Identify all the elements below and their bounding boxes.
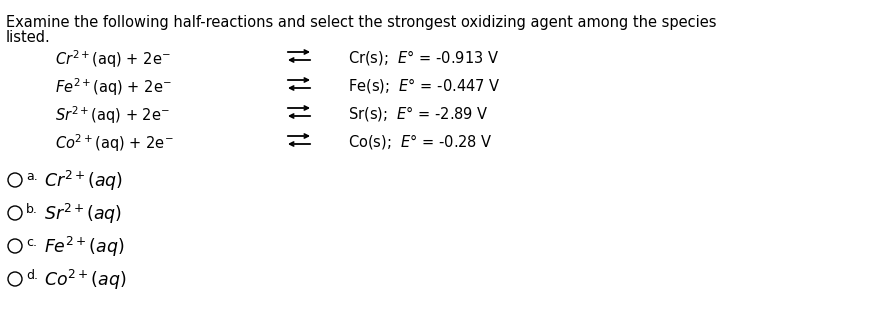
Text: b.: b.	[26, 203, 38, 216]
Text: Cr(s);  $E$° = -0.913 V: Cr(s); $E$° = -0.913 V	[347, 48, 499, 67]
Text: a.: a.	[26, 170, 38, 183]
Text: $Cr^{2+}(aq)$: $Cr^{2+}(aq)$	[44, 169, 123, 193]
Text: Examine the following half-reactions and select the strongest oxidizing agent am: Examine the following half-reactions and…	[6, 15, 716, 30]
Text: Fe(s);  $E$° = -0.447 V: Fe(s); $E$° = -0.447 V	[347, 76, 500, 95]
Text: listed.: listed.	[6, 30, 51, 45]
Text: $Sr^{2+}(aq)$: $Sr^{2+}(aq)$	[44, 202, 122, 226]
Text: $Co^{2+}$(aq) + 2e$^{-}$: $Co^{2+}$(aq) + 2e$^{-}$	[55, 132, 174, 154]
Text: $Fe^{2+}$(aq) + 2e$^{-}$: $Fe^{2+}$(aq) + 2e$^{-}$	[55, 76, 172, 98]
Text: $Co^{2+}(aq)$: $Co^{2+}(aq)$	[44, 268, 126, 292]
Text: $Cr^{2+}$(aq) + 2e$^{-}$: $Cr^{2+}$(aq) + 2e$^{-}$	[55, 48, 171, 70]
Text: $Fe^{2+}(aq)$: $Fe^{2+}(aq)$	[44, 235, 125, 259]
Text: Sr(s);  $E$° = -2.89 V: Sr(s); $E$° = -2.89 V	[347, 104, 488, 123]
Text: $Sr^{2+}$(aq) + 2e$^{-}$: $Sr^{2+}$(aq) + 2e$^{-}$	[55, 104, 169, 126]
Text: Co(s);  $E$° = -0.28 V: Co(s); $E$° = -0.28 V	[347, 132, 492, 151]
Text: c.: c.	[26, 236, 37, 249]
Text: d.: d.	[26, 269, 38, 282]
